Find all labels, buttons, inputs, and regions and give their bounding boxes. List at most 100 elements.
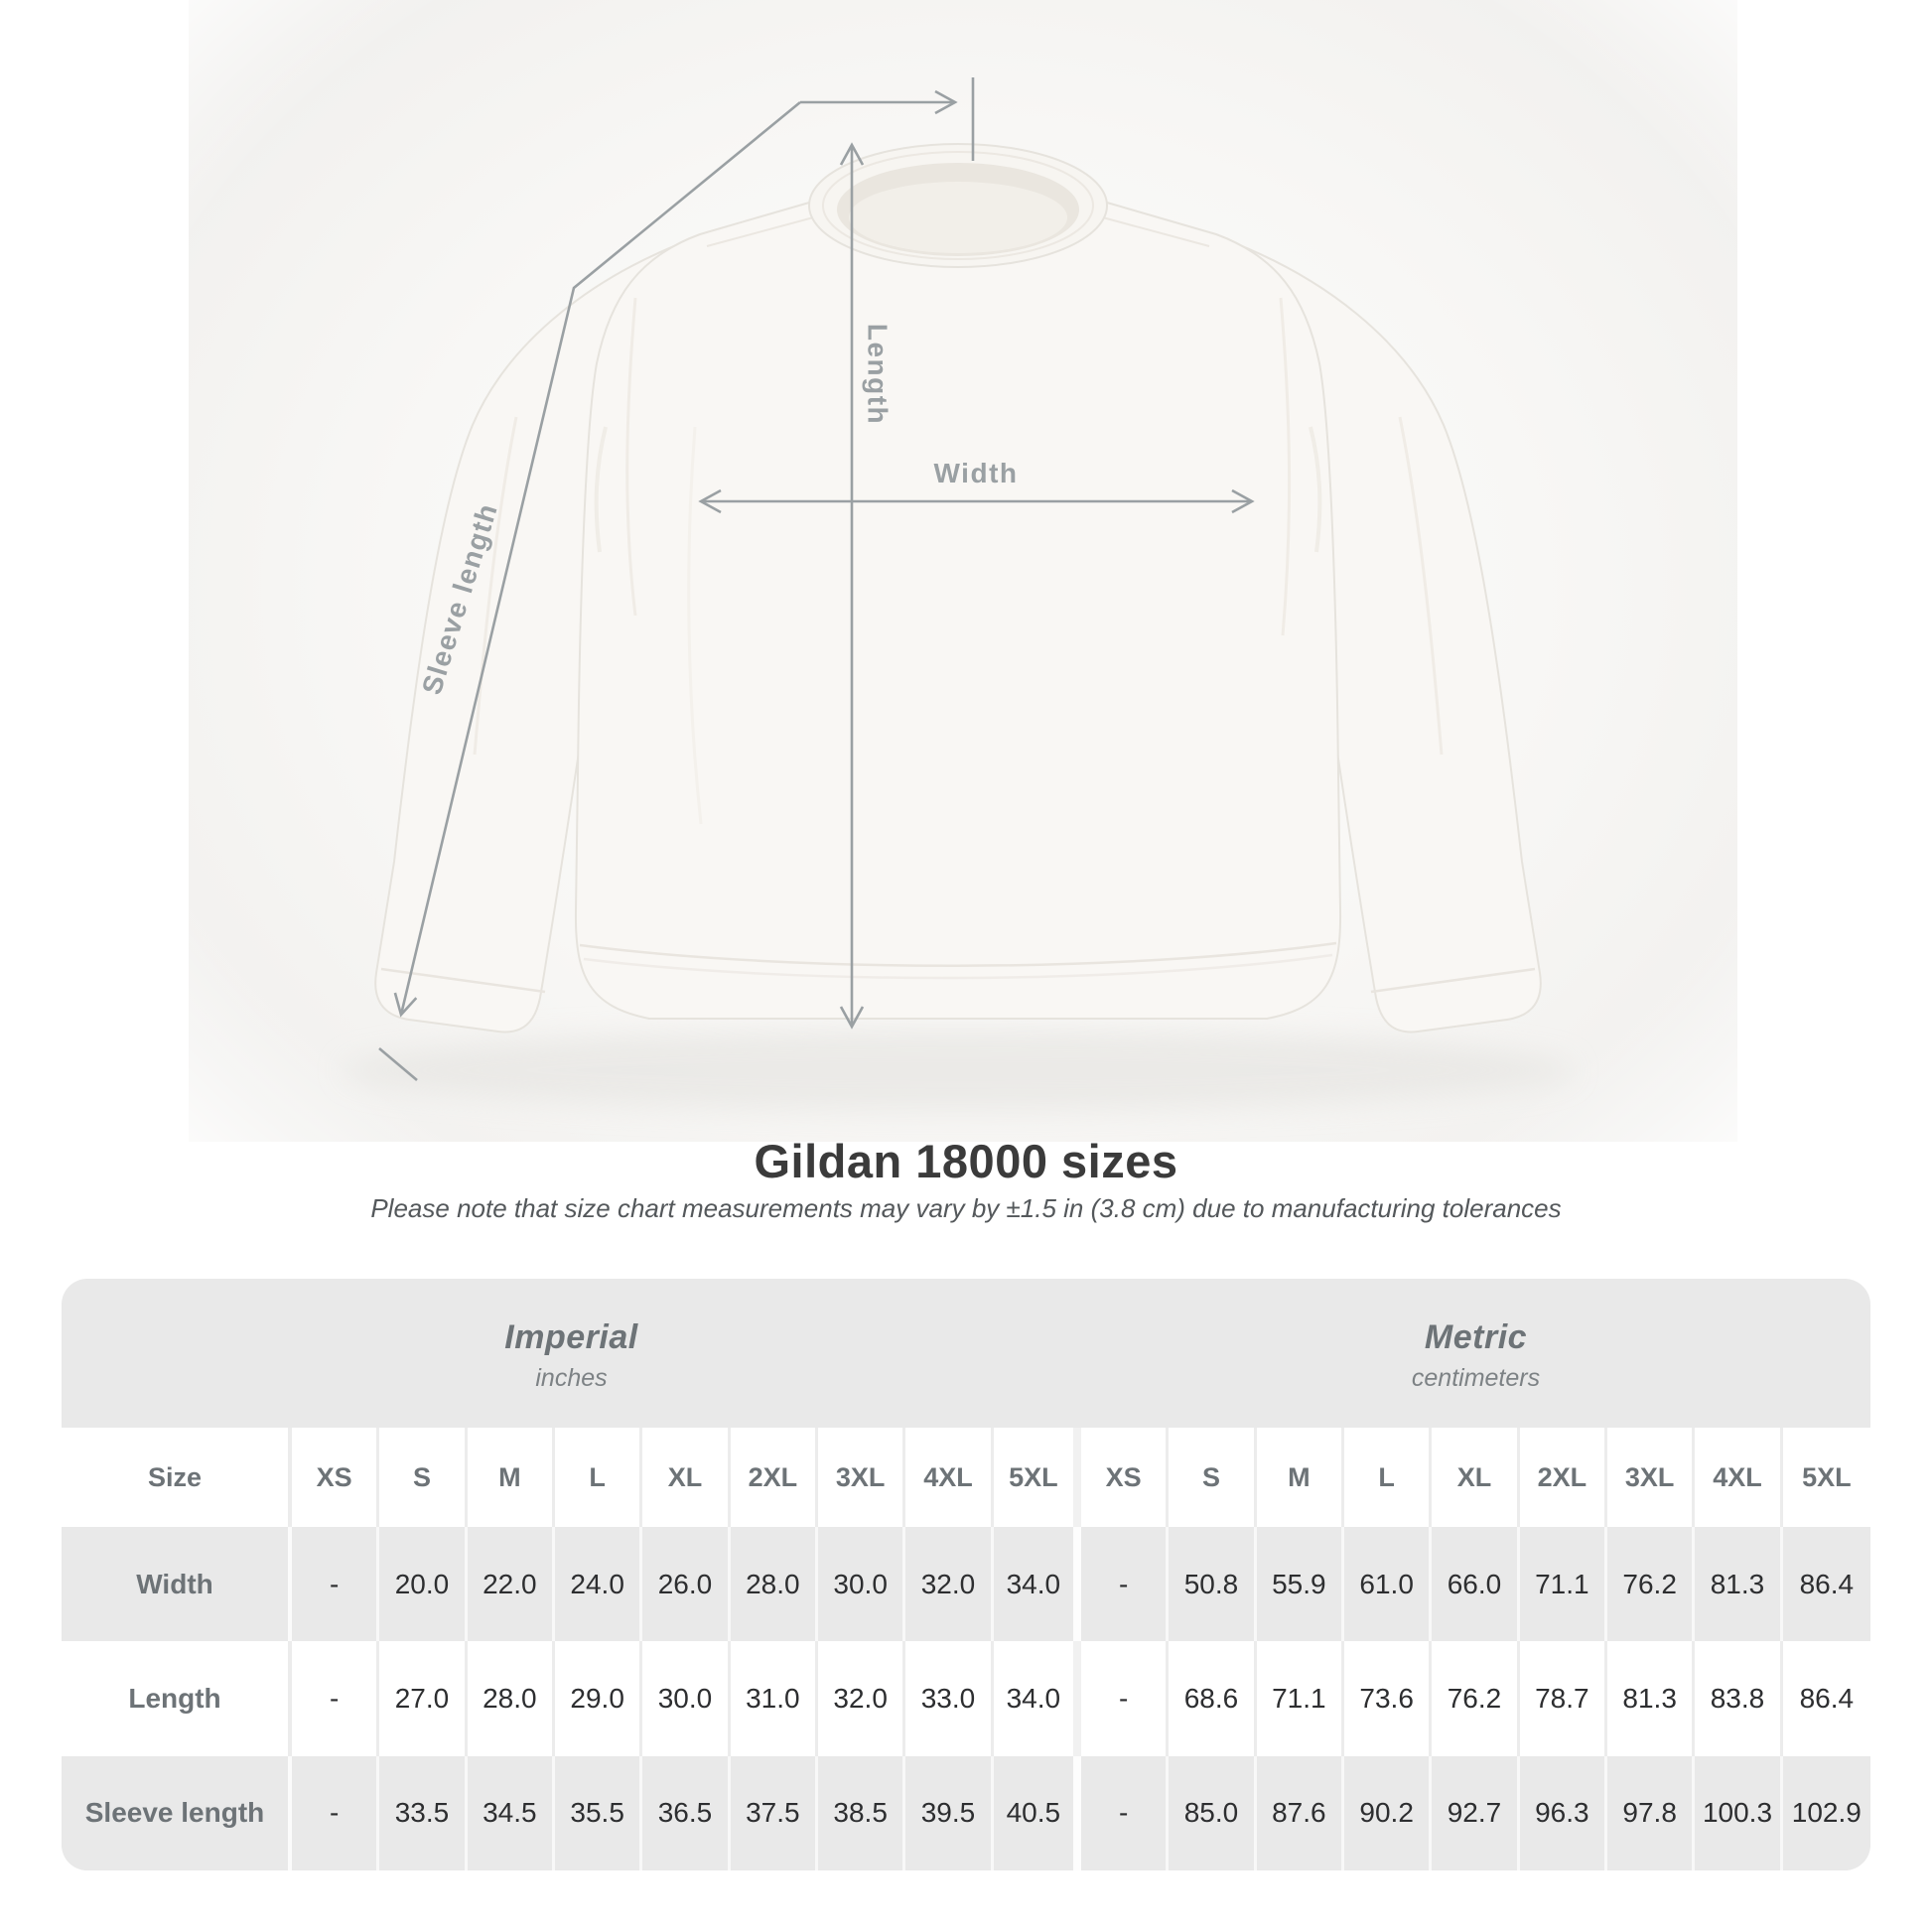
cell-width-metric-m: 55.9 [1256, 1527, 1344, 1642]
cell-length-imperial-m: 28.0 [467, 1641, 555, 1756]
right-armpit-shadow [1309, 426, 1322, 553]
cell-sleeve-length-imperial-s: 33.5 [379, 1755, 468, 1870]
cell-sleeve-length-metric-4xl: 100.3 [1695, 1755, 1783, 1870]
cell-length-metric-5xl: 86.4 [1782, 1641, 1870, 1756]
header-metric-2xl: 2XL [1519, 1428, 1607, 1527]
width-label: Width [934, 458, 1019, 488]
sweatshirt [374, 188, 1542, 1034]
cell-sleeve-length-metric-l: 90.2 [1344, 1755, 1433, 1870]
right-shoulder-seam [1083, 211, 1210, 247]
header-imperial-2xl: 2XL [730, 1428, 818, 1527]
cell-sleeve-length-imperial-xs: - [292, 1755, 380, 1870]
cell-length-imperial-s: 27.0 [379, 1641, 468, 1756]
cell-sleeve-length-imperial-2xl: 37.5 [730, 1755, 818, 1870]
cell-width-imperial-xs: - [292, 1527, 380, 1642]
header-metric-3xl: 3XL [1607, 1428, 1696, 1527]
right-cuff-seam [1370, 967, 1536, 994]
cell-width-imperial-4xl: 32.0 [905, 1527, 994, 1642]
cell-sleeve-length-imperial-5xl: 40.5 [993, 1755, 1081, 1870]
row-width: Width -20.0 22.0 24.0 26.0 28.0 30.0 32.0 34.0-5… [62, 1527, 1870, 1642]
cell-width-metric-4xl: 81.3 [1695, 1527, 1783, 1642]
page-title: Gildan 18000 sizes [754, 1135, 1178, 1187]
row-label-length: Length [62, 1641, 292, 1756]
cell-length-metric-xl: 76.2 [1432, 1641, 1520, 1756]
collar-seam [822, 151, 1094, 260]
sweatshirt-diagram: Length Width Sleeve length [189, 0, 1737, 1142]
header-imperial-3xl: 3XL [818, 1428, 906, 1527]
cell-sleeve-length-metric-m: 87.6 [1256, 1755, 1344, 1870]
cell-length-imperial-xs: - [292, 1641, 380, 1756]
cell-width-metric-s: 50.8 [1169, 1527, 1257, 1642]
size-table: Imperial inches Metric centimeters Size X… [62, 1279, 1870, 1870]
header-metric-s: S [1169, 1428, 1257, 1527]
header-metric-xs: XS [1081, 1428, 1170, 1527]
cell-sleeve-length-imperial-3xl: 38.5 [818, 1755, 906, 1870]
hem-seam [579, 941, 1337, 967]
cell-width-imperial-2xl: 28.0 [730, 1527, 818, 1642]
cell-width-imperial-xl: 26.0 [642, 1527, 731, 1642]
sleeve-end-tick [378, 1047, 418, 1081]
cell-width-metric-2xl: 71.1 [1519, 1527, 1607, 1642]
cell-length-metric-m: 71.1 [1256, 1641, 1344, 1756]
header-metric-l: L [1344, 1428, 1433, 1527]
row-label-width: Width [62, 1527, 292, 1642]
metric-section-header: Metric centimeters [1081, 1279, 1870, 1428]
cell-width-imperial-l: 24.0 [555, 1527, 643, 1642]
cell-length-imperial-2xl: 31.0 [730, 1641, 818, 1756]
cell-sleeve-length-imperial-l: 35.5 [555, 1755, 643, 1870]
collar-inner-back [849, 182, 1067, 253]
hem-seam-2 [583, 953, 1333, 980]
row-length: Length -27.0 28.0 29.0 30.0 31.0 32.0 33.0 34.0-… [62, 1641, 1870, 1756]
collar [808, 143, 1108, 268]
cell-width-metric-l: 61.0 [1344, 1527, 1433, 1642]
cell-sleeve-length-imperial-4xl: 39.5 [905, 1755, 994, 1870]
header-metric-5xl: 5XL [1782, 1428, 1870, 1527]
cell-sleeve-length-imperial-xl: 36.5 [642, 1755, 731, 1870]
cell-width-imperial-3xl: 30.0 [818, 1527, 906, 1642]
header-imperial-m: M [467, 1428, 555, 1527]
cell-sleeve-length-metric-xs: - [1081, 1755, 1170, 1870]
cell-length-metric-xs: - [1081, 1641, 1170, 1756]
size-grid: Size XS S M L XL 2XL 3XL 4XL 5XL XS S M L XL 2XL 3XL 4XL 5… [62, 1428, 1870, 1870]
header-imperial-4xl: 4XL [905, 1428, 994, 1527]
cell-length-imperial-3xl: 32.0 [818, 1641, 906, 1756]
cell-length-metric-3xl: 81.3 [1607, 1641, 1696, 1756]
cell-sleeve-length-metric-2xl: 96.3 [1519, 1755, 1607, 1870]
fold-4 [473, 416, 518, 756]
cell-length-imperial-l: 29.0 [555, 1641, 643, 1756]
cell-width-imperial-s: 20.0 [379, 1527, 468, 1642]
cell-length-metric-l: 73.6 [1344, 1641, 1433, 1756]
imperial-section-header: Imperial inches [62, 1279, 1081, 1428]
cell-sleeve-length-metric-s: 85.0 [1169, 1755, 1257, 1870]
cell-width-imperial-5xl: 34.0 [993, 1527, 1081, 1642]
left-armpit-shadow [594, 426, 608, 553]
cell-width-metric-5xl: 86.4 [1782, 1527, 1870, 1642]
unit-band: Imperial inches Metric centimeters [62, 1279, 1870, 1428]
cell-length-imperial-4xl: 33.0 [905, 1641, 994, 1756]
sweatshirt-details [380, 211, 1536, 994]
header-metric-m: M [1256, 1428, 1344, 1527]
fold-2 [1279, 297, 1292, 636]
left-shoulder-seam [706, 211, 833, 247]
cell-length-metric-s: 68.6 [1169, 1641, 1257, 1756]
cell-sleeve-length-metric-xl: 92.7 [1432, 1755, 1520, 1870]
body [574, 188, 1342, 1020]
cell-width-metric-3xl: 76.2 [1607, 1527, 1696, 1642]
row-sleeve-length: Sleeve length -33.5 34.5 35.5 36.5 37.5 38.5 39… [62, 1755, 1870, 1870]
cell-width-imperial-m: 22.0 [467, 1527, 555, 1642]
row-label-sleeve-length: Sleeve length [62, 1755, 292, 1870]
cell-length-imperial-xl: 30.0 [642, 1641, 731, 1756]
length-label: Length [863, 324, 894, 425]
cell-sleeve-length-imperial-m: 34.5 [467, 1755, 555, 1870]
metric-label: Metric [1424, 1317, 1528, 1356]
header-metric-4xl: 4XL [1695, 1428, 1783, 1527]
ground-shadow [343, 1029, 1574, 1112]
left-cuff-seam [380, 967, 546, 994]
header-imperial-s: S [379, 1428, 468, 1527]
header-imperial-xs: XS [292, 1428, 380, 1527]
fold-5 [1398, 416, 1444, 756]
header-imperial-xl: XL [642, 1428, 731, 1527]
tolerance-note: Please note that size chart measurements… [370, 1193, 1562, 1223]
sleeve-length-line [393, 100, 801, 1018]
size-header-row: Size XS S M L XL 2XL 3XL 4XL 5XL XS S M L XL 2XL 3XL 4XL 5… [62, 1428, 1870, 1527]
